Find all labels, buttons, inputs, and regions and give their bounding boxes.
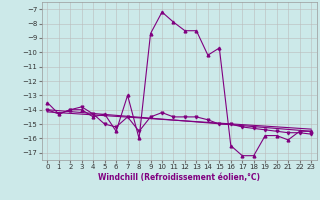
X-axis label: Windchill (Refroidissement éolien,°C): Windchill (Refroidissement éolien,°C) [98, 173, 260, 182]
